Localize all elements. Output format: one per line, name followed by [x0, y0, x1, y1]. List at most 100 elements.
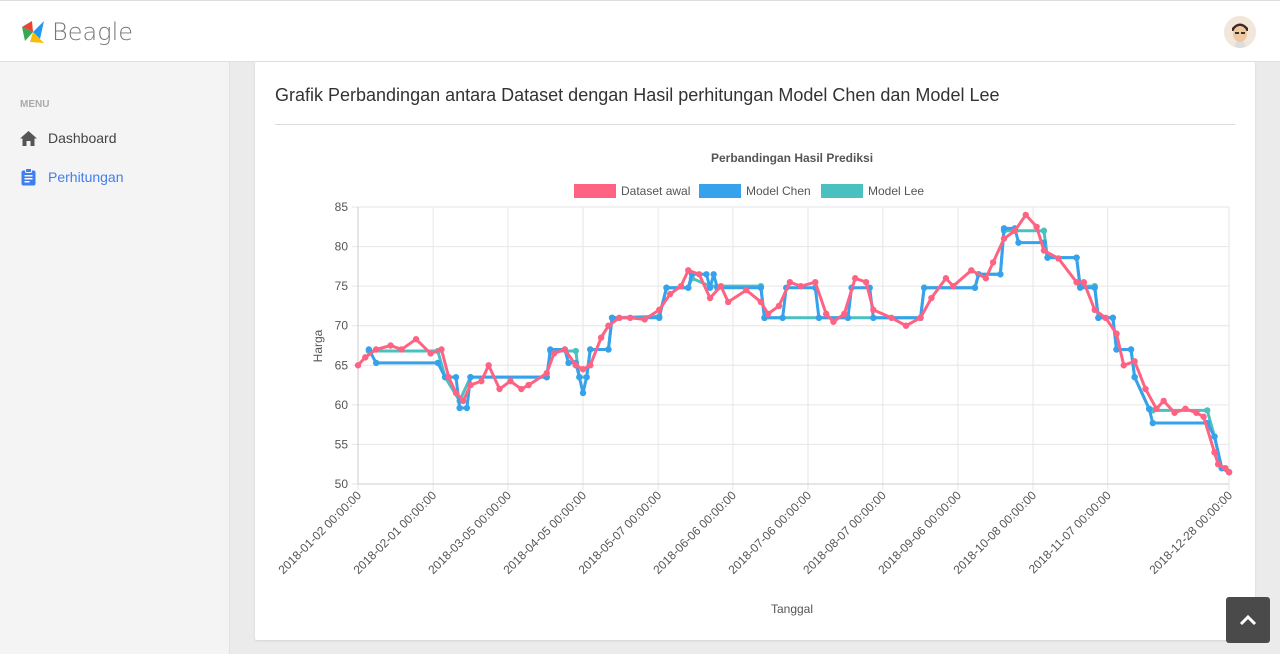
data-point-dataset [550, 350, 558, 357]
card-title: Grafik Perbandingan antara Dataset denga… [275, 85, 1000, 105]
data-point-chen [656, 314, 663, 321]
series-dataset [354, 211, 1233, 476]
data-point-chen [1077, 284, 1084, 291]
x-tick-label: 2018-10-08 00:00:00 [950, 488, 1039, 577]
series-line-chen [367, 226, 1230, 474]
data-point-dataset [626, 314, 634, 321]
data-point-dataset [452, 389, 460, 397]
data-point-dataset [1113, 330, 1120, 337]
brand-name: Beagle [52, 18, 134, 46]
data-point-dataset [372, 346, 380, 353]
data-point-chen [1095, 314, 1102, 321]
y-tick-label: 65 [335, 358, 349, 372]
pinwheel-logo-icon [22, 21, 44, 43]
data-point-chen [608, 314, 616, 321]
data-point-dataset [1211, 449, 1218, 456]
data-point-chen [779, 314, 786, 321]
data-point-dataset [438, 346, 445, 353]
data-point-chen [920, 284, 928, 291]
data-point-dataset [1225, 468, 1233, 476]
data-point-dataset [605, 322, 612, 329]
data-point-chen [1127, 346, 1135, 353]
data-point-chen [1145, 405, 1153, 413]
data-point-chen [1000, 225, 1008, 232]
user-avatar[interactable] [1224, 16, 1256, 48]
data-point-chen [1109, 314, 1117, 321]
y-tick-label: 50 [335, 477, 349, 491]
data-point-dataset [989, 259, 997, 266]
data-point-lee [1204, 407, 1211, 414]
data-point-chen [463, 404, 471, 412]
x-axis-label: Tanggal [771, 602, 813, 616]
data-point-dataset [1171, 409, 1178, 416]
data-point-dataset [354, 362, 362, 369]
data-point-chen [434, 359, 442, 367]
legend-label-dataset: Dataset awal [621, 184, 690, 198]
data-point-chen [1113, 346, 1120, 353]
data-point-chen [971, 284, 979, 291]
data-point-chen [1131, 373, 1138, 381]
sidebar-item-label: Perhitungan [48, 169, 124, 185]
data-point-dataset [1055, 255, 1062, 262]
data-point-chen [456, 404, 463, 412]
data-point-dataset [1091, 306, 1098, 314]
data-point-chen [703, 271, 710, 278]
brand-logo[interactable]: Beagle [20, 18, 133, 46]
data-point-chen [1073, 254, 1080, 261]
data-point-lee [572, 347, 579, 355]
menu-label: MENU [20, 99, 50, 110]
data-point-dataset [1142, 385, 1149, 393]
legend-swatch-lee [821, 184, 863, 198]
data-point-dataset [830, 318, 837, 325]
data-point-chen [587, 346, 594, 353]
data-point-dataset [902, 322, 910, 329]
data-point-dataset [1193, 409, 1200, 416]
top-header: Beagle [0, 0, 1280, 62]
y-axis-label: Harga [311, 329, 325, 362]
data-point-dataset [587, 362, 594, 369]
data-point-chen [565, 359, 572, 367]
series-lee [365, 227, 1233, 476]
x-tick-label: 2018-08-07 00:00:00 [800, 488, 889, 577]
data-point-dataset [507, 377, 514, 385]
data-point-dataset [797, 282, 804, 290]
data-point-dataset [666, 290, 674, 298]
avatar-icon [1224, 16, 1256, 48]
data-point-dataset [724, 298, 732, 306]
y-tick-label: 70 [335, 319, 349, 333]
data-point-dataset [1033, 223, 1040, 230]
back-to-top-button[interactable] [1226, 597, 1270, 643]
data-point-dataset [982, 275, 990, 282]
data-point-dataset [862, 278, 870, 286]
data-point-dataset [743, 286, 750, 294]
data-point-dataset [775, 302, 783, 310]
sidebar-item-perhitungan[interactable]: Perhitungan [20, 168, 124, 186]
data-point-chen [706, 284, 714, 291]
legend-swatch-dataset [574, 184, 616, 198]
x-tick-label: 2018-01-02 00:00:00 [275, 488, 364, 577]
data-point-dataset [851, 275, 859, 282]
chart-series [354, 211, 1233, 476]
data-point-dataset [597, 334, 605, 341]
legend-swatch-chen [699, 184, 741, 198]
data-point-chen [997, 271, 1004, 278]
data-point-dataset [427, 350, 434, 357]
data-point-dataset [942, 275, 950, 282]
data-point-dataset [579, 366, 587, 373]
data-point-dataset [786, 278, 794, 286]
data-point-dataset [412, 335, 420, 343]
data-point-dataset [1160, 397, 1167, 405]
data-point-dataset [616, 314, 623, 321]
data-point-dataset [1214, 461, 1222, 468]
data-point-dataset [525, 381, 532, 389]
data-point-dataset [1120, 362, 1127, 369]
data-point-chen [815, 314, 823, 321]
data-point-dataset [387, 342, 394, 349]
sidebar-item-dashboard[interactable]: Dashboard [20, 130, 117, 146]
data-point-lee [1040, 227, 1048, 234]
x-tick-label: 2018-09-06 00:00:00 [875, 488, 964, 577]
data-point-dataset [445, 373, 452, 381]
data-point-dataset [1182, 405, 1189, 413]
x-tick-label: 2018-12-28 00:00:00 [1146, 488, 1235, 577]
